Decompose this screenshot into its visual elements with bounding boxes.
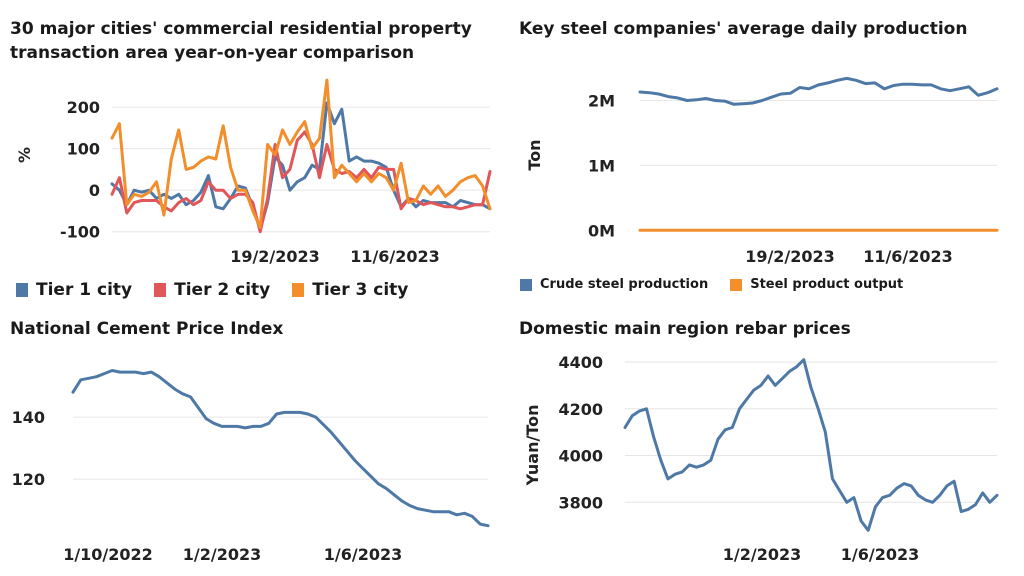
- steel-series-line-1: [638, 76, 999, 106]
- property-ytick-label: 200: [67, 98, 100, 117]
- property-chart-title-line2: transaction area year-on-year comparison: [10, 43, 415, 63]
- property-legend-label: Tier 3 city: [312, 280, 409, 300]
- property-legend-item: Tier 3 city: [292, 280, 408, 300]
- cement-chart-title: National Cement Price Index: [10, 319, 284, 339]
- cement-xtick-label: 1/2/2023: [183, 545, 261, 564]
- rebar-xtick-label: 1/2/2023: [723, 545, 801, 564]
- cement-series-line-1: [71, 369, 490, 528]
- property-chart-title-line1: 30 major cities' commercial residential …: [10, 19, 472, 39]
- steel-legend-item: Crude steel production: [520, 277, 708, 292]
- steel-legend-swatch: [730, 278, 743, 291]
- property-y-axis-label: %: [15, 147, 34, 163]
- property-legend-item: Tier 2 city: [154, 280, 270, 300]
- steel-legend: Crude steel production Steel product outp…: [520, 277, 925, 292]
- steel-legend-item: Steel product output: [730, 277, 903, 292]
- cement-ytick-label: 120: [12, 470, 45, 489]
- steel-legend-swatch: [520, 278, 532, 291]
- rebar-ytick-label: 4000: [558, 447, 603, 466]
- rebar-ytick-label: 4200: [558, 400, 603, 419]
- steel-xtick-label: 19/2/2023: [745, 247, 835, 266]
- rebar-ytick-label: 3800: [558, 493, 603, 512]
- steel-ytick-label: 0M: [588, 221, 615, 240]
- steel-legend-label: Steel product output: [750, 277, 904, 292]
- steel-ytick-label: 1M: [588, 156, 615, 175]
- rebar-xtick-label: 1/6/2023: [841, 545, 919, 564]
- property-series-line-2: [110, 130, 492, 234]
- property-ytick-label: 0: [89, 181, 100, 200]
- rebar-series-line-1: [623, 358, 999, 532]
- rebar-chart-title: Domestic main region rebar prices: [519, 319, 851, 339]
- property-legend-label: Tier 2 city: [174, 280, 271, 300]
- property-legend-item: Tier 1 city: [16, 280, 132, 300]
- property-series-line-1: [110, 101, 492, 232]
- property-legend-label: Tier 1 city: [36, 280, 133, 300]
- steel-chart-title: Key steel companies' average daily produ…: [519, 19, 968, 39]
- cement-ytick-label: 140: [12, 408, 45, 427]
- property-legend-swatch: [16, 283, 28, 297]
- steel-legend-label: Crude steel production: [540, 277, 709, 292]
- rebar-ytick-label: 4400: [558, 353, 603, 372]
- property-ytick-label: 100: [67, 140, 100, 159]
- property-legend: Tier 1 city Tier 2 city Tier 3 city: [16, 280, 430, 300]
- steel-xtick-label: 11/6/2023: [863, 247, 953, 266]
- steel-ytick-label: 2M: [588, 91, 615, 110]
- property-legend-swatch: [292, 283, 305, 297]
- steel-y-axis-label: Ton: [525, 139, 544, 170]
- property-ytick-label: -100: [60, 223, 100, 242]
- property-legend-swatch: [154, 283, 167, 297]
- property-series-line-3: [110, 78, 492, 229]
- property-xtick-label: 11/6/2023: [350, 247, 440, 266]
- cement-xtick-label: 1/10/2022: [63, 545, 153, 564]
- property-xtick-label: 19/2/2023: [230, 247, 320, 266]
- rebar-y-axis-label: Yuan/Ton: [523, 404, 542, 486]
- cement-xtick-label: 1/6/2023: [324, 545, 402, 564]
